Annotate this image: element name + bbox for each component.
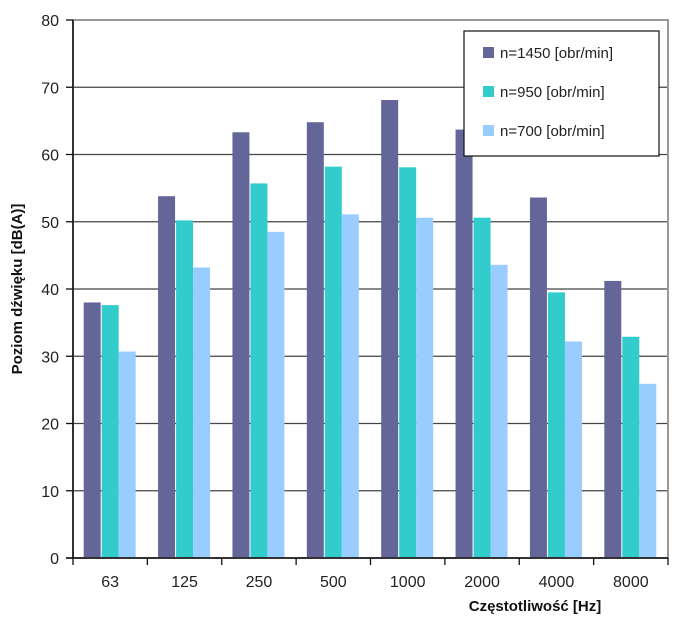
- x-tick-label: 2000: [464, 574, 500, 591]
- bar-950-4000: [547, 292, 565, 558]
- legend-swatch: [483, 125, 494, 136]
- legend: n=1450 [obr/min] n=950 [obr/min] n=700 [ob…: [463, 30, 660, 157]
- bar-1450-125: [158, 196, 176, 558]
- bar-700-8000: [639, 383, 657, 558]
- y-tick-label: 80: [41, 13, 59, 30]
- bar-950-8000: [622, 336, 640, 558]
- legend-label: n=700 [obr/min]: [500, 123, 605, 140]
- legend-label: n=950 [obr/min]: [500, 84, 605, 101]
- y-tick-label: 20: [41, 417, 59, 434]
- bar-950-63: [101, 305, 119, 558]
- y-tick-label: 10: [41, 484, 59, 501]
- legend-box: [463, 30, 660, 157]
- x-tick-label: 8000: [613, 574, 649, 591]
- bar-1450-500: [306, 122, 324, 558]
- x-tick-label: 125: [171, 574, 198, 591]
- bar-950-125: [176, 220, 194, 558]
- x-tick-label: 63: [101, 574, 119, 591]
- bar-1450-250: [232, 132, 250, 558]
- bar-1450-2000: [455, 129, 473, 558]
- bar-1450-63: [83, 302, 101, 558]
- y-axis-title: Poziom dźwięku [dB(A)]: [9, 204, 26, 375]
- y-ticks: 0 10 20 30 40 50 60 70 80: [41, 13, 73, 568]
- x-tick-label: 250: [246, 574, 273, 591]
- legend-swatch: [483, 47, 494, 58]
- y-tick-label: 70: [41, 80, 59, 97]
- bar-700-250: [267, 231, 285, 558]
- bar-700-2000: [490, 264, 508, 558]
- x-tick-label: 1000: [390, 574, 426, 591]
- x-ticks: 63 125 250 500 1000 2000 4000 8000: [72, 558, 669, 591]
- y-tick-label: 50: [41, 215, 59, 232]
- bar-1450-8000: [604, 280, 622, 558]
- x-axis-title: Częstotliwość [Hz]: [469, 598, 602, 615]
- bar-700-500: [341, 214, 359, 559]
- bar-950-1000: [399, 167, 417, 558]
- bar-700-125: [193, 267, 211, 558]
- y-tick-label: 60: [41, 148, 59, 165]
- bar-1450-1000: [381, 100, 399, 558]
- y-tick-label: 30: [41, 349, 59, 366]
- y-tick-label: 40: [41, 282, 59, 299]
- bar-1450-4000: [529, 197, 547, 559]
- legend-swatch: [483, 86, 494, 97]
- legend-label: n=1450 [obr/min]: [500, 45, 613, 62]
- bar-700-63: [118, 351, 136, 558]
- y-tick-label: 0: [50, 551, 59, 568]
- bars: [83, 100, 657, 559]
- bar-950-250: [250, 183, 268, 559]
- bar-950-2000: [473, 217, 491, 558]
- bar-700-4000: [564, 341, 582, 558]
- x-tick-label: 4000: [539, 574, 575, 591]
- x-tick-label: 500: [320, 574, 347, 591]
- bar-950-500: [324, 166, 342, 559]
- bar-700-1000: [416, 217, 434, 558]
